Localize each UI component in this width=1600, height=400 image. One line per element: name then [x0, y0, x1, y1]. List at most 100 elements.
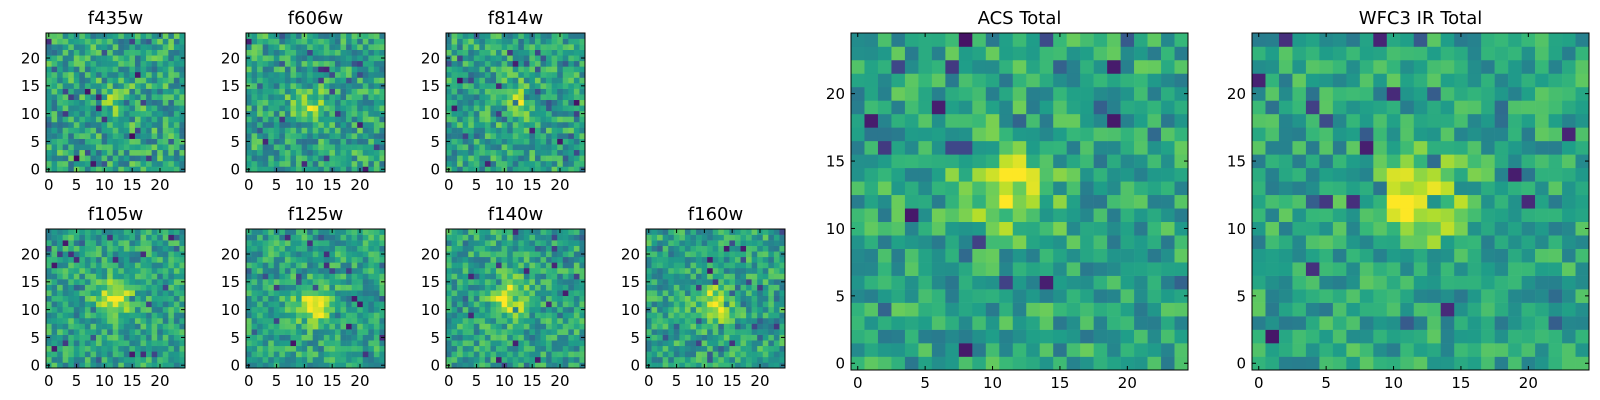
heatmap-cell	[168, 284, 175, 291]
heatmap-cell	[268, 284, 275, 291]
heatmap-cell	[157, 83, 164, 89]
heatmap-cell	[568, 256, 575, 263]
heatmap-cell	[523, 317, 530, 324]
heatmap-cell	[334, 60, 341, 67]
heatmap-cell	[284, 267, 291, 274]
heatmap-cell	[534, 33, 541, 39]
heatmap-cell	[123, 262, 130, 269]
heatmap-cell	[301, 160, 308, 167]
heatmap-cell	[512, 77, 519, 84]
heatmap-cell	[379, 317, 386, 324]
heatmap-cell	[162, 329, 169, 335]
heatmap-cell	[84, 312, 91, 319]
heatmap-cell	[1066, 356, 1081, 371]
heatmap-cell	[162, 166, 169, 173]
heatmap-cell	[468, 329, 475, 335]
heatmap-cell	[284, 317, 291, 324]
heatmap-cell	[864, 356, 879, 371]
heatmap-cell	[751, 234, 758, 241]
heatmap-cell	[651, 351, 658, 358]
heatmap-cell	[123, 290, 130, 297]
heatmap-cell	[179, 345, 186, 352]
heatmap-cell	[351, 279, 358, 285]
heatmap-cell	[723, 295, 730, 302]
heatmap-cell	[96, 334, 102, 341]
heatmap-cell	[346, 240, 352, 246]
heatmap-cell	[690, 334, 697, 341]
heatmap-cell	[557, 127, 564, 134]
heatmap-cell	[945, 343, 960, 357]
heatmap-cell	[451, 99, 458, 106]
heatmap-cell	[262, 149, 269, 156]
heatmap-cell	[84, 273, 91, 280]
heatmap-cell	[712, 284, 719, 291]
heatmap-cell	[96, 306, 102, 313]
heatmap-cell	[146, 116, 152, 123]
heatmap-cell	[534, 160, 541, 167]
heatmap-cell	[301, 55, 308, 62]
heatmap-cell	[657, 267, 663, 274]
heatmap-cell	[729, 312, 736, 319]
heatmap-cell	[323, 356, 330, 363]
heatmap-cell	[129, 312, 136, 319]
heatmap-cell	[773, 284, 780, 291]
heatmap-cell	[864, 329, 879, 344]
heatmap-cell	[496, 284, 502, 291]
heatmap-cell	[140, 229, 147, 235]
heatmap-cell	[904, 154, 919, 169]
heatmap-cell	[346, 334, 352, 341]
heatmap-cell	[57, 290, 63, 297]
heatmap-cell	[1080, 262, 1094, 276]
heatmap-cell	[534, 60, 541, 67]
heatmap-cell	[168, 362, 175, 369]
heatmap-cell	[496, 229, 502, 235]
heatmap-cell	[679, 340, 686, 347]
heatmap-cell	[46, 133, 52, 139]
heatmap-cell	[718, 267, 725, 274]
heatmap-cell	[362, 262, 369, 269]
heatmap-cell	[151, 105, 158, 112]
heatmap-cell	[307, 149, 314, 156]
heatmap-cell	[1039, 275, 1054, 290]
heatmap-cell	[129, 317, 136, 324]
heatmap-cell	[151, 345, 158, 352]
heatmap-cell	[73, 94, 80, 101]
heatmap-cell	[318, 345, 325, 352]
x-tick-label: 15	[323, 176, 342, 194]
heatmap-cell	[523, 33, 530, 39]
heatmap-cell	[246, 44, 252, 50]
heatmap-cell	[446, 44, 452, 50]
heatmap-cell	[904, 235, 919, 249]
heatmap-cell	[740, 329, 747, 335]
heatmap-cell	[446, 323, 452, 330]
heatmap-cell	[484, 317, 491, 324]
heatmap-cell	[351, 99, 358, 106]
heatmap-cell	[257, 340, 263, 347]
heatmap-cell	[673, 251, 680, 258]
heatmap-cell	[90, 160, 97, 167]
heatmap-cell	[484, 38, 491, 45]
heatmap-cell	[999, 316, 1014, 330]
heatmap-cell	[740, 340, 747, 347]
heatmap-cell	[768, 312, 775, 319]
heatmap-cell	[107, 323, 114, 330]
heatmap-cell	[334, 295, 341, 302]
heatmap-cell	[101, 127, 108, 134]
heatmap-cell	[334, 290, 341, 297]
heatmap-cell	[79, 295, 86, 302]
heatmap-cell	[334, 116, 341, 123]
heatmap-cell	[518, 94, 525, 101]
axes-frame	[445, 228, 586, 369]
heatmap-cell	[84, 284, 91, 291]
heatmap-cell	[279, 60, 286, 67]
heatmap-cell	[457, 133, 463, 139]
heatmap-cell	[662, 256, 669, 263]
heatmap-cell	[1134, 221, 1148, 236]
heatmap-cell	[551, 290, 558, 297]
heatmap-cell	[134, 345, 141, 352]
heatmap-cell	[773, 317, 780, 324]
heatmap-cell	[851, 154, 865, 169]
heatmap-cell	[129, 144, 136, 151]
heatmap-cell	[551, 121, 558, 128]
heatmap-cell	[362, 94, 369, 101]
